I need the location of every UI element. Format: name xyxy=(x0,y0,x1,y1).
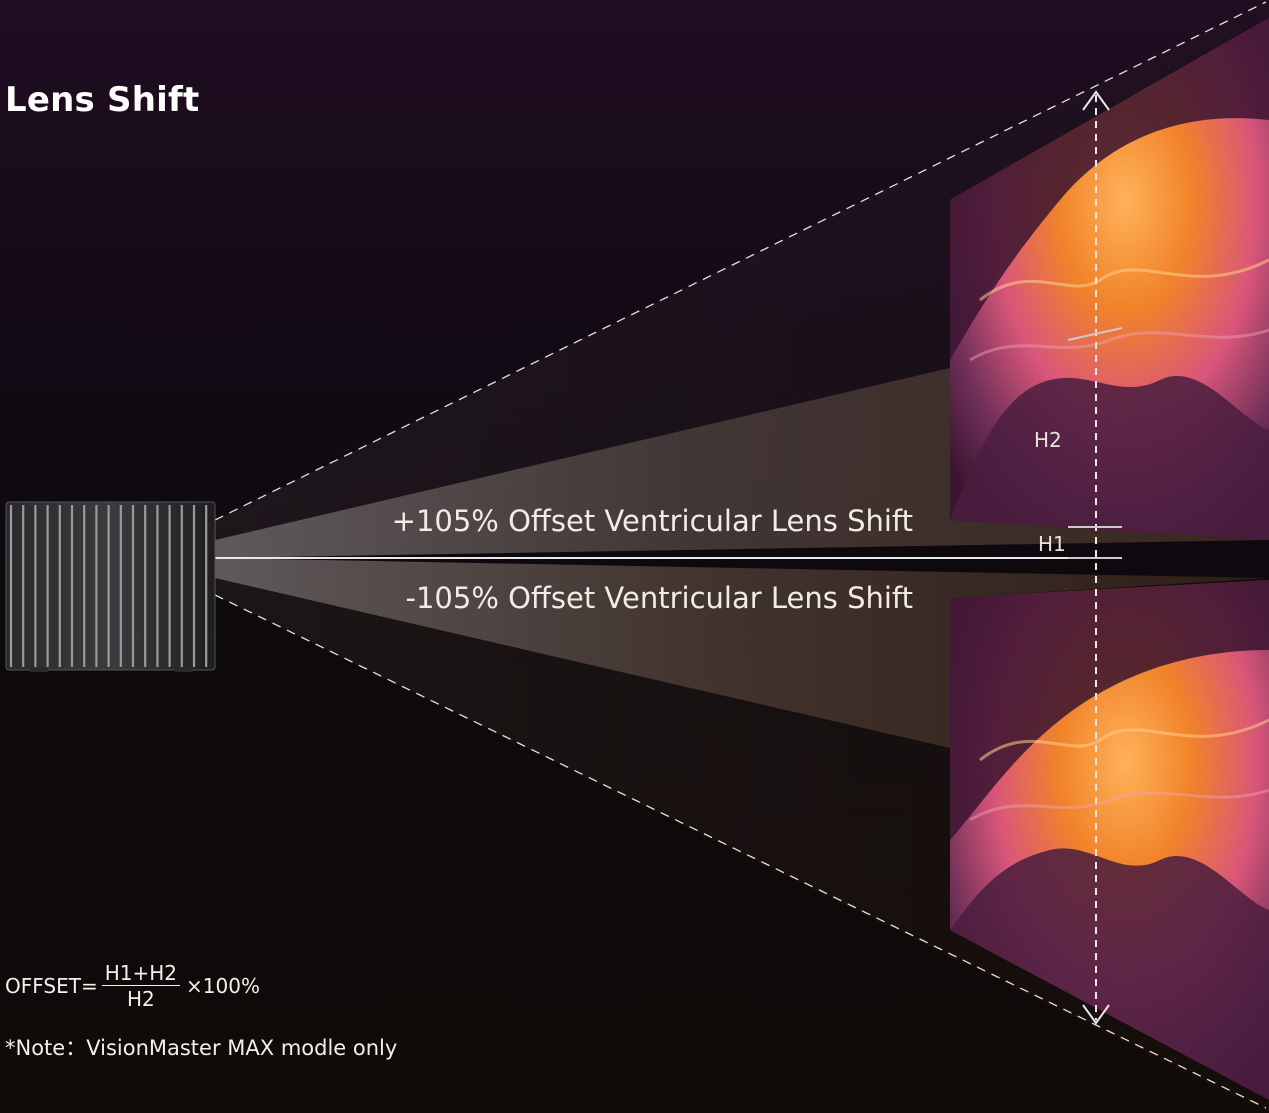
beam-down xyxy=(215,558,1269,748)
lower-canyon-image xyxy=(950,580,1269,1100)
h2-top-tick xyxy=(1067,327,1123,341)
formula-numerator: H1+H2 xyxy=(101,962,181,986)
formula-multiplier: ×100% xyxy=(186,974,260,998)
h1-label: H1 xyxy=(1038,532,1066,556)
down-shift-label: -105% Offset Ventricular Lens Shift xyxy=(405,581,914,615)
formula-lhs: OFFSET= xyxy=(5,974,98,998)
upper-canyon-image xyxy=(950,18,1269,540)
up-shift-label: +105% Offset Ventricular Lens Shift xyxy=(391,504,913,538)
formula-denominator: H2 xyxy=(126,987,155,1011)
lower-boundary-dashed-line xyxy=(214,594,1267,1109)
upper-boundary-dashed-line xyxy=(214,1,1267,521)
projector-icon xyxy=(5,501,216,672)
page-title: Lens Shift xyxy=(5,80,200,120)
offset-formula: OFFSET= H1+H2 H2 ×100% xyxy=(5,962,260,1010)
arrow-down-icon xyxy=(1082,1004,1110,1025)
arrow-up-icon xyxy=(1082,90,1110,111)
h2-label: H2 xyxy=(1034,428,1062,452)
model-note: *Note：VisionMaster MAX modle only xyxy=(5,1036,398,1060)
formula-fraction: H1+H2 H2 xyxy=(101,962,181,1011)
beam-up xyxy=(215,368,1269,558)
